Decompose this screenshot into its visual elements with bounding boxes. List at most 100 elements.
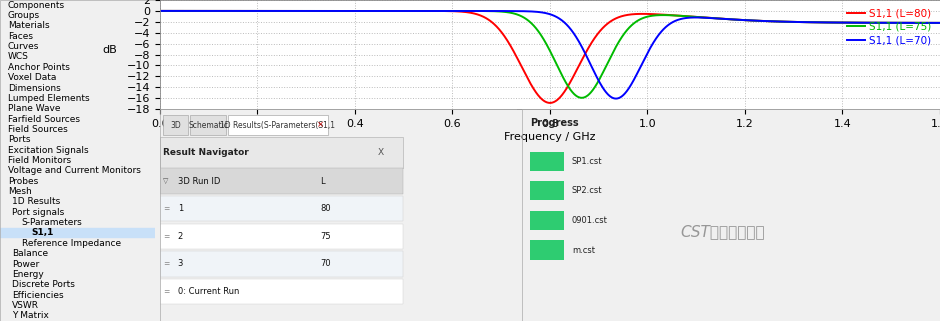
Bar xyxy=(160,196,402,221)
Text: SP1.cst: SP1.cst xyxy=(572,157,603,166)
S1,1 (L=80) xyxy=(487,21,498,25)
S1,1 (L=80) xyxy=(453,10,464,13)
S1,1 (L=80) xyxy=(836,21,847,24)
S1,1 (L=70) xyxy=(836,21,847,24)
Text: =: = xyxy=(164,259,170,268)
Legend: S1,1 (L=80), S1,1 (L=75), S1,1 (L=70): S1,1 (L=80), S1,1 (L=75), S1,1 (L=70) xyxy=(843,5,934,49)
Bar xyxy=(530,211,564,230)
Text: X: X xyxy=(378,148,384,157)
Text: 0: Current Run: 0: Current Run xyxy=(178,287,239,296)
Bar xyxy=(0,228,155,237)
Line: S1,1 (L=75): S1,1 (L=75) xyxy=(160,11,940,98)
Text: 3D Run ID: 3D Run ID xyxy=(178,177,220,186)
Text: 80: 80 xyxy=(321,204,331,213)
S1,1 (L=70) xyxy=(919,21,931,25)
Text: Mesh: Mesh xyxy=(8,187,32,196)
Text: =: = xyxy=(164,204,170,213)
Text: Curves: Curves xyxy=(8,42,39,51)
Text: S1,1: S1,1 xyxy=(31,229,54,238)
Text: Voltage and Current Monitors: Voltage and Current Monitors xyxy=(8,166,141,175)
S1,1 (L=70) xyxy=(934,21,940,25)
S1,1 (L=75) xyxy=(934,21,940,25)
Bar xyxy=(530,181,564,200)
S1,1 (L=75) xyxy=(243,9,255,13)
Bar xyxy=(227,116,328,134)
Text: Dimensions: Dimensions xyxy=(8,83,60,92)
S1,1 (L=70) xyxy=(453,9,464,13)
Text: 75: 75 xyxy=(321,232,331,241)
Text: Excitation Signals: Excitation Signals xyxy=(8,146,88,155)
Text: Schematic: Schematic xyxy=(188,120,228,130)
S1,1 (L=70) xyxy=(154,9,165,13)
S1,1 (L=80) xyxy=(290,9,301,13)
Text: Voxel Data: Voxel Data xyxy=(8,73,56,82)
Text: Progress: Progress xyxy=(530,118,579,128)
Text: Components: Components xyxy=(8,1,65,10)
Line: S1,1 (L=80): S1,1 (L=80) xyxy=(160,11,940,103)
Text: m.cst: m.cst xyxy=(572,246,595,255)
Text: Lumped Elements: Lumped Elements xyxy=(8,94,89,103)
Text: WCS: WCS xyxy=(8,52,28,61)
Text: =: = xyxy=(164,287,170,296)
Text: 2: 2 xyxy=(178,232,183,241)
Text: =: = xyxy=(164,232,170,241)
Text: 1: 1 xyxy=(178,204,183,213)
Bar xyxy=(190,116,226,134)
S1,1 (L=70) xyxy=(290,9,301,13)
Text: ×: × xyxy=(317,120,324,130)
Text: 0901.cst: 0901.cst xyxy=(572,216,608,225)
Text: Probes: Probes xyxy=(8,177,38,186)
S1,1 (L=80) xyxy=(934,21,940,25)
Text: Field Monitors: Field Monitors xyxy=(8,156,70,165)
Text: Materials: Materials xyxy=(8,22,50,30)
X-axis label: Frequency / GHz: Frequency / GHz xyxy=(504,132,596,142)
Text: 3: 3 xyxy=(178,259,183,268)
S1,1 (L=80) xyxy=(544,101,556,105)
Bar xyxy=(160,169,402,194)
S1,1 (L=80) xyxy=(243,9,255,13)
Text: Power: Power xyxy=(12,260,39,269)
S1,1 (L=75) xyxy=(487,9,498,13)
S1,1 (L=70) xyxy=(610,97,621,100)
Text: 70: 70 xyxy=(321,259,331,268)
Text: Groups: Groups xyxy=(8,11,39,20)
Text: CST仿真专家之路: CST仿真专家之路 xyxy=(681,224,765,239)
Text: Efficiencies: Efficiencies xyxy=(12,291,64,299)
Text: Field Sources: Field Sources xyxy=(8,125,68,134)
S1,1 (L=75) xyxy=(290,9,301,13)
Text: VSWR: VSWR xyxy=(12,301,39,310)
Text: Y Matrix: Y Matrix xyxy=(12,311,49,320)
Bar xyxy=(160,223,402,249)
Bar xyxy=(160,251,402,276)
Text: L: L xyxy=(321,177,325,186)
Text: 1D Results(S-Parameters(S1,1: 1D Results(S-Parameters(S1,1 xyxy=(220,120,336,130)
Bar xyxy=(530,152,564,170)
Text: Balance: Balance xyxy=(12,249,49,258)
S1,1 (L=75) xyxy=(919,21,931,25)
Text: Farfield Sources: Farfield Sources xyxy=(8,115,80,124)
Text: Anchor Points: Anchor Points xyxy=(8,63,70,72)
S1,1 (L=75) xyxy=(154,9,165,13)
S1,1 (L=75) xyxy=(576,96,588,100)
Text: Port signals: Port signals xyxy=(12,208,65,217)
Line: S1,1 (L=70): S1,1 (L=70) xyxy=(160,11,940,99)
Text: Discrete Ports: Discrete Ports xyxy=(12,280,75,289)
Bar xyxy=(160,137,402,169)
Text: ▽: ▽ xyxy=(164,178,169,184)
S1,1 (L=75) xyxy=(453,9,464,13)
S1,1 (L=70) xyxy=(487,9,498,13)
Bar xyxy=(164,116,188,134)
Text: Ports: Ports xyxy=(8,135,30,144)
Text: Energy: Energy xyxy=(12,270,44,279)
Text: 1D Results: 1D Results xyxy=(12,197,61,206)
S1,1 (L=75) xyxy=(836,21,847,24)
Text: Reference Impedance: Reference Impedance xyxy=(22,239,121,248)
Bar xyxy=(160,279,402,304)
Text: Plane Wave: Plane Wave xyxy=(8,104,60,113)
S1,1 (L=70) xyxy=(243,9,255,13)
Text: Result Navigator: Result Navigator xyxy=(164,148,249,157)
Text: Faces: Faces xyxy=(8,32,33,41)
Bar xyxy=(530,240,564,260)
S1,1 (L=80) xyxy=(154,9,165,13)
Text: S-Parameters: S-Parameters xyxy=(22,218,83,227)
